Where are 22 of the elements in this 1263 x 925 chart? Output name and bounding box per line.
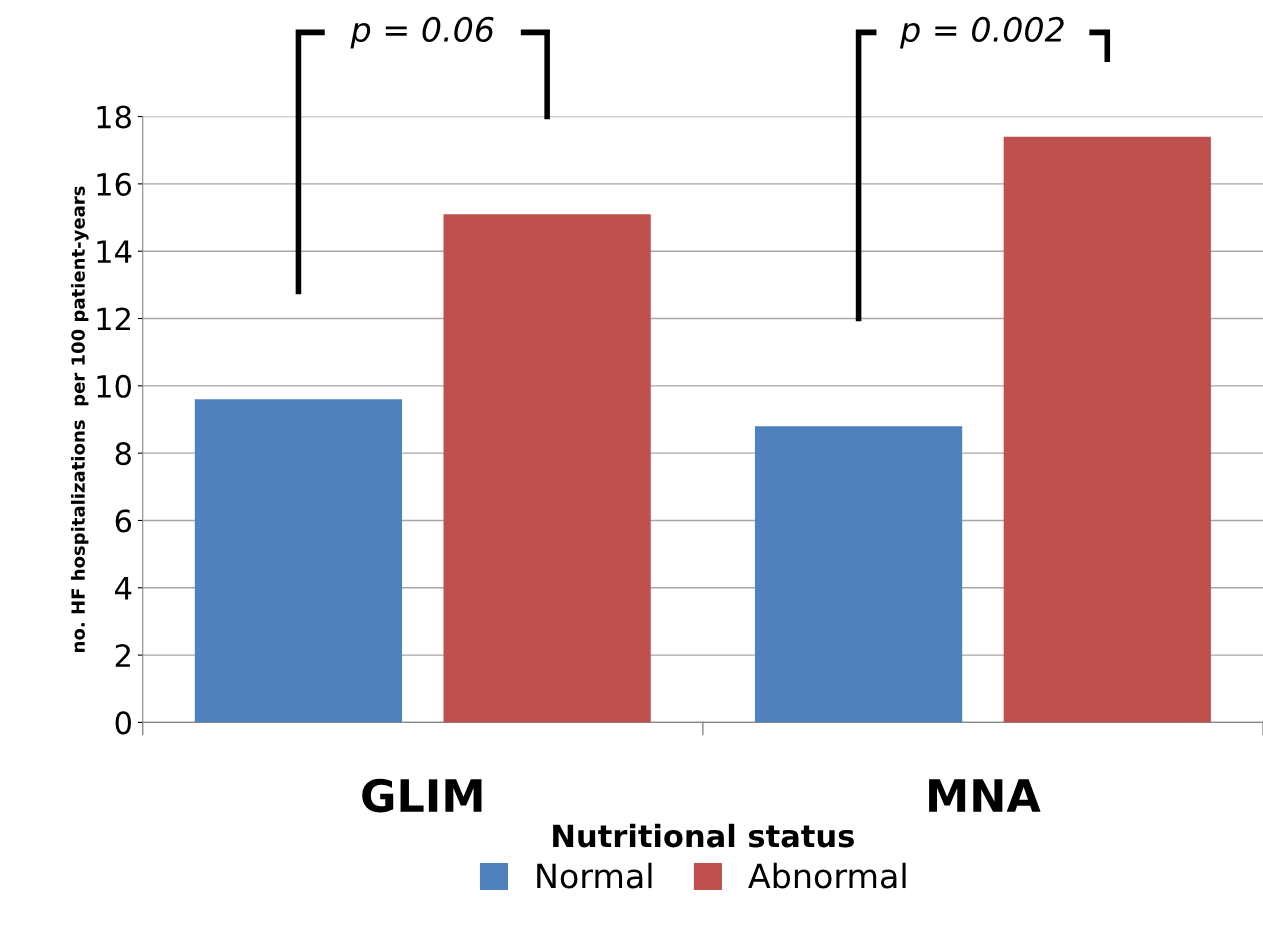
x-tick-label: MNA xyxy=(929,779,1041,812)
y-tick-label: 2 xyxy=(115,644,130,667)
x-axis-title: Nutritional status xyxy=(553,823,854,848)
y-tick-label: 10 xyxy=(97,374,131,398)
bar xyxy=(754,426,963,723)
y-tick-label: 6 xyxy=(115,509,132,533)
y-tick-label: 16 xyxy=(97,172,132,196)
x-tick-label: GLIM xyxy=(362,778,482,813)
legend-label: Abnormal xyxy=(748,862,906,889)
y-tick-label: 0 xyxy=(115,711,131,735)
y-tick-label: 14 xyxy=(97,240,132,263)
bar xyxy=(443,214,651,723)
y-tick-label: 18 xyxy=(97,105,131,129)
bar xyxy=(194,399,403,723)
y-axis-title: no. HF hospitalizations per 100 patient-years xyxy=(70,186,89,652)
text: p = 0.06 xyxy=(350,16,494,49)
bar xyxy=(1003,136,1211,723)
legend-label: Normal xyxy=(537,862,652,889)
y-tick-label: 8 xyxy=(115,442,131,466)
text: p = 0.002 xyxy=(899,16,1064,49)
y-tick-label: 4 xyxy=(115,577,132,600)
y-tick-label: 12 xyxy=(97,307,130,331)
